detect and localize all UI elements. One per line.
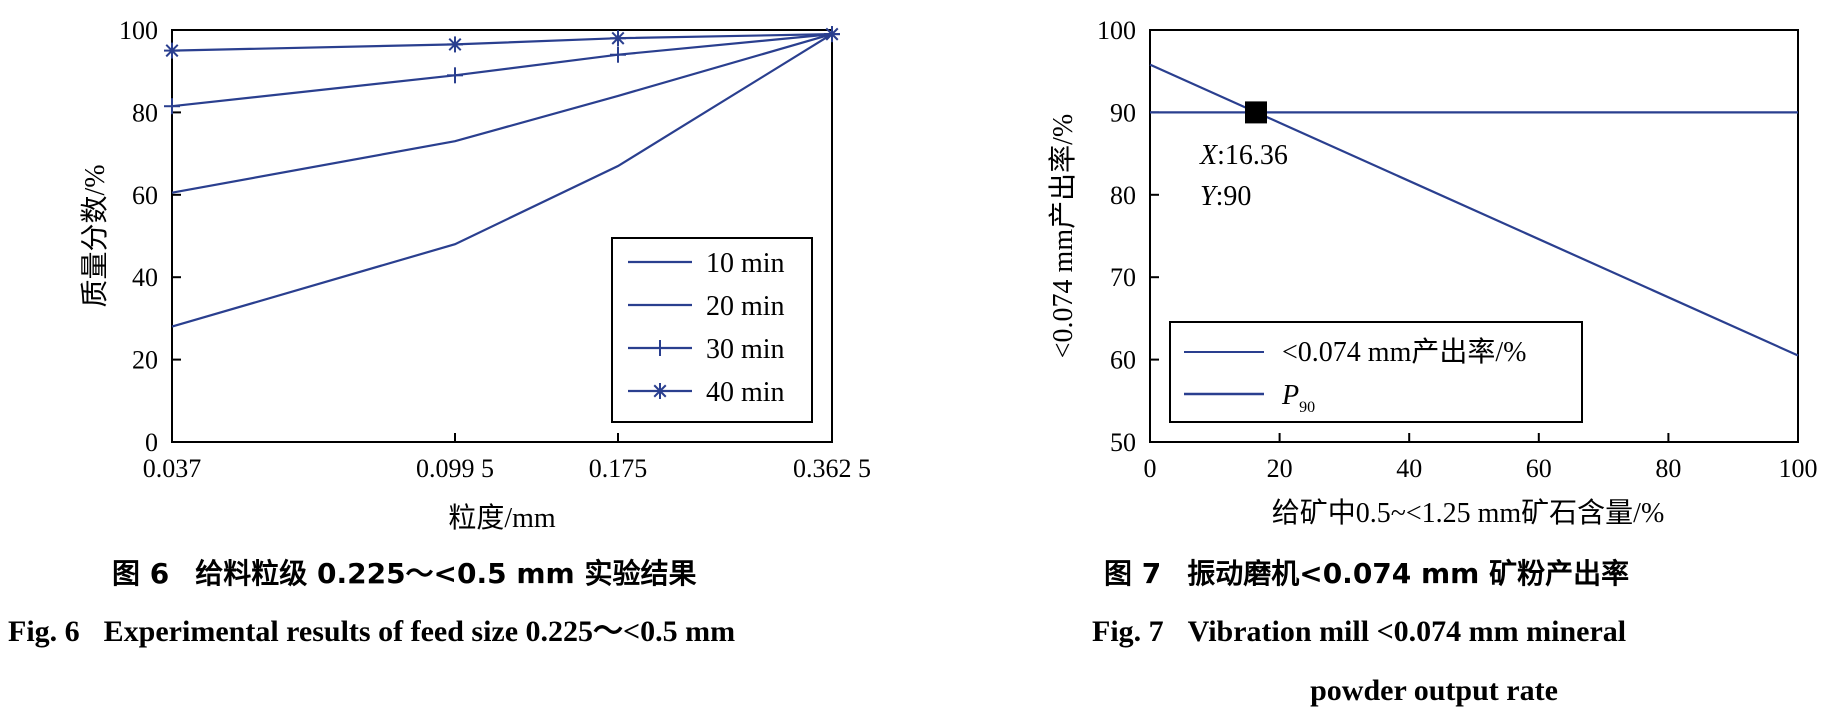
chart1-y-tick-label: 60 xyxy=(132,181,158,210)
chart1-point-40-min xyxy=(610,30,626,47)
chart2-y-tick-label: 100 xyxy=(1097,16,1136,45)
caption-fig6-cn: 图 6 给料粒级 0.225～<0.5 mm 实验结果 xyxy=(112,557,696,590)
chart2-y-ticks: 50 60 70 80 90 100 xyxy=(1097,16,1159,457)
chart1-x-ticks: 0.037 0.099 5 0.175 0.362 5 xyxy=(143,433,871,483)
chart1-point-40-min xyxy=(164,42,180,59)
chart-2: 50 60 70 80 90 100 0 20 40 60 80 100 给矿中0.5~<1.25 … xyxy=(1047,16,1818,529)
chart1-y-ticks: 0 20 40 60 80 100 xyxy=(119,16,181,457)
chart2-annotation-x: X:16.36 xyxy=(1199,140,1288,171)
chart1-point-30-min xyxy=(164,98,180,115)
chart1-point-30-min xyxy=(447,67,463,84)
chart1-point-30-min xyxy=(610,46,626,63)
chart2-y-tick-label: 50 xyxy=(1110,428,1136,457)
chart1-legend-label: 10 min xyxy=(706,248,785,279)
chart2-annotation-y: Y:90 xyxy=(1200,181,1251,212)
caption-fig7-en-line2: powder output rate xyxy=(1310,674,1558,707)
chart2-x-ticks: 0 20 40 60 80 100 xyxy=(1144,433,1818,483)
chart1-plot-frame xyxy=(171,29,833,443)
chart2-x-tick-label: 20 xyxy=(1267,454,1293,483)
chart2-x-tick-label: 0 xyxy=(1144,454,1157,483)
caption-fig7-en-line1: Fig. 7 Vibration mill <0.074 mm mineral xyxy=(1092,615,1626,648)
chart2-intersection-marker xyxy=(1245,101,1267,124)
caption-fig7: 图 7 振动磨机<0.074 mm 矿粉产出率 Fig. 7 Vibration m… xyxy=(1092,557,1629,707)
chart2-legend: <0.074 mm产出率/% P90 xyxy=(1169,321,1583,423)
caption-fig7-cn: 图 7 振动磨机<0.074 mm 矿粉产出率 xyxy=(1104,557,1629,590)
chart1-y-tick-label: 100 xyxy=(119,16,158,45)
caption-fig6-en: Fig. 6 Experimental results of feed size … xyxy=(8,615,735,648)
chart2-plot-frame xyxy=(1149,29,1799,443)
chart1-series-line-10-min xyxy=(171,33,833,328)
chart1-legend-marker xyxy=(652,383,668,399)
chart1-legend-label: 40 min xyxy=(706,377,785,408)
chart1-point-40-min xyxy=(447,36,463,53)
chart2-x-tick-label: 100 xyxy=(1779,454,1818,483)
chart2-legend-label-output: <0.074 mm产出率/% xyxy=(1282,336,1526,368)
chart1-series-line-40-min xyxy=(171,33,833,52)
chart1-legend: 10 min 20 min 30 min 40 min xyxy=(611,237,813,423)
chart1-legend-label: 30 min xyxy=(706,334,785,365)
chart1-point-40-min xyxy=(824,26,840,43)
chart1-series-line-20-min xyxy=(171,33,833,194)
chart-1: 0 20 40 60 80 100 0.037 0.099 5 0.175 0.362 5 粒度… xyxy=(79,16,871,534)
chart1-y-tick-label: 80 xyxy=(132,98,158,127)
chart2-y-tick-label: 60 xyxy=(1110,346,1136,375)
chart1-x-tick-label: 0.362 5 xyxy=(793,454,871,483)
chart2-legend-label-p90: P90 xyxy=(1281,380,1315,416)
chart2-x-axis-label: 给矿中0.5~<1.25 mm矿石含量/% xyxy=(1272,497,1665,529)
chart2-y-axis-label: <0.074 mm产出率/% xyxy=(1047,114,1079,358)
chart1-x-tick-label: 0.099 5 xyxy=(416,454,494,483)
chart1-y-tick-label: 40 xyxy=(132,263,158,292)
chart1-legend-marker xyxy=(652,340,668,356)
chart2-legend-box xyxy=(1169,321,1583,423)
chart1-x-tick-label: 0.037 xyxy=(143,454,202,483)
chart1-y-axis-label: 质量分数/% xyxy=(79,164,111,307)
chart1-x-axis-label: 粒度/mm xyxy=(448,502,556,534)
chart1-x-tick-label: 0.175 xyxy=(589,454,648,483)
chart1-y-tick-label: 20 xyxy=(132,346,158,375)
caption-fig6: 图 6 给料粒级 0.225～<0.5 mm 实验结果 Fig. 6 Experim… xyxy=(8,557,735,648)
chart1-series xyxy=(164,26,840,328)
chart2-y-tick-label: 70 xyxy=(1110,263,1136,292)
chart2-x-tick-label: 60 xyxy=(1526,454,1552,483)
chart2-x-tick-label: 80 xyxy=(1655,454,1681,483)
chart2-y-tick-label: 90 xyxy=(1110,98,1136,127)
chart2-x-tick-label: 40 xyxy=(1396,454,1422,483)
chart2-y-tick-label: 80 xyxy=(1110,181,1136,210)
chart1-y-tick-label: 0 xyxy=(145,428,158,457)
chart1-legend-label: 20 min xyxy=(706,291,785,322)
chart1-series-line-30-min xyxy=(171,33,833,108)
